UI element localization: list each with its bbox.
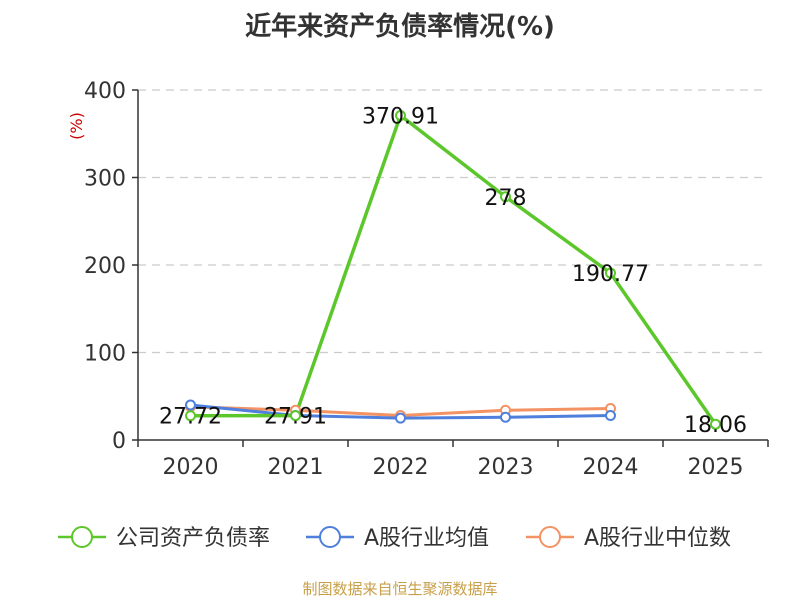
series-0-point-2 xyxy=(395,109,406,121)
x-tick-label-2022: 2022 xyxy=(373,455,429,480)
series-0-point-5 xyxy=(710,418,721,430)
legend-label-1: A股行业均值 xyxy=(364,526,489,551)
x-tick-label-2020: 2020 xyxy=(163,455,219,480)
data-labels: 27.72 27.91 370.91 278 190.77 18.06 xyxy=(159,104,747,438)
legend-label-0: 公司资产负债率 xyxy=(116,526,270,551)
data-source: 制图数据来自恒生聚源数据库 xyxy=(302,580,498,598)
y-tick-label-4: 400 xyxy=(84,79,126,104)
series-points xyxy=(185,109,721,430)
legend-item-2: A股行业中位数 xyxy=(526,526,731,551)
legend-item-1: A股行业均值 xyxy=(306,526,489,551)
series-0-point-3 xyxy=(500,191,511,203)
x-tick-label-2021: 2021 xyxy=(268,455,324,480)
data-label-2025: 18.06 xyxy=(684,413,747,438)
series-0-point-4 xyxy=(605,267,616,279)
y-axis-label: (%) xyxy=(67,112,86,140)
legend-label-2: A股行业中位数 xyxy=(584,526,731,551)
data-label-2024: 190.77 xyxy=(572,262,649,287)
legend-marker-0 xyxy=(71,526,93,548)
x-tick-label-2023: 2023 xyxy=(478,455,534,480)
series-0-point-1 xyxy=(290,410,301,422)
series-1-point-2 xyxy=(395,412,406,424)
series-0-point-0 xyxy=(185,410,196,422)
axes xyxy=(132,89,769,447)
grid-lines xyxy=(138,89,768,354)
series-1-point-0 xyxy=(185,399,196,411)
legend-item-0: 公司资产负债率 xyxy=(58,526,270,551)
legend: 公司资产负债率 A股行业均值 A股行业中位数 xyxy=(58,526,731,551)
series-line-0 xyxy=(190,113,717,426)
x-tick-label-2025: 2025 xyxy=(688,455,744,480)
data-label-2021: 27.91 xyxy=(264,405,327,430)
x-tick-labels: 2020 2021 2022 2023 2024 2025 xyxy=(163,455,744,480)
y-tick-label-3: 300 xyxy=(84,167,126,192)
legend-marker-2 xyxy=(539,526,561,548)
data-label-2022: 370.91 xyxy=(362,104,439,129)
data-label-2023: 278 xyxy=(485,186,527,211)
chart-title: 近年来资产负债率情况(%) xyxy=(245,12,555,42)
y-tick-label-2: 200 xyxy=(84,254,126,279)
y-tick-label-1: 100 xyxy=(84,342,126,367)
y-tick-label-0: 0 xyxy=(112,429,126,454)
y-tick-labels: 0 100 200 300 400 xyxy=(84,79,126,454)
data-label-2020: 27.72 xyxy=(159,405,222,430)
legend-marker-1 xyxy=(319,526,341,548)
x-tick-label-2024: 2024 xyxy=(583,455,639,480)
series-1-point-4 xyxy=(605,410,616,421)
series-1-point-3 xyxy=(500,411,511,423)
